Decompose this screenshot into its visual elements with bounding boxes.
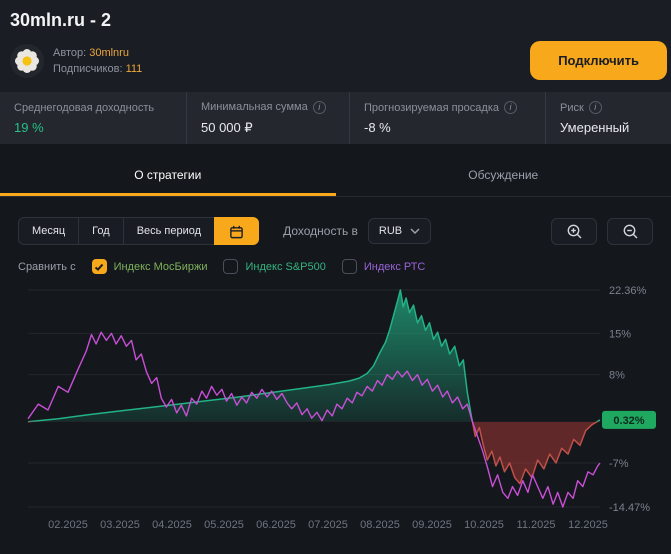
checkbox-moex[interactable] (91, 259, 107, 274)
compare-label: Сравнить с (18, 260, 76, 273)
stat-value: Умеренный (560, 120, 630, 135)
stats-bar: Среднегодовая доходность 19 % Минимальна… (0, 92, 671, 144)
stat-label: Риск (560, 101, 584, 114)
author-block: Автор: 30mlnru Подписчиков: 111 (10, 43, 142, 78)
y-axis-label: -14.47% (609, 502, 650, 514)
author-meta: Автор: 30mlnru Подписчиков: 111 (53, 45, 142, 77)
zoom-controls (551, 217, 653, 245)
x-axis-label: 06.2025 (256, 519, 296, 531)
x-axis-label: 05.2025 (204, 519, 244, 531)
tab-discussion[interactable]: Обсуждение (468, 168, 539, 182)
current-value-badge (602, 410, 656, 429)
compare-rts-label: Индекс РТС (363, 260, 426, 273)
yield-line (27, 289, 601, 422)
connect-button[interactable]: Подключить (530, 41, 667, 80)
header-section: 30mln.ru - 2 (0, 0, 671, 92)
stat-label: Минимальная сумма (201, 101, 308, 113)
zoom-in-button[interactable] (551, 217, 597, 245)
x-axis-label: 12.2025 (568, 519, 608, 531)
x-axis-label: 07.2025 (308, 519, 348, 531)
comparison-line (27, 331, 601, 508)
x-axis-label: 10.2025 (464, 519, 504, 531)
main-section: О стратегии Обсуждение Месяц Год Весь пе… (0, 154, 671, 545)
chart-svg: 22.36% 15% 8% -7% -14.47% 0.32% 02.2025 03.2025… (27, 285, 656, 531)
author-row: Автор: 30mlnru Подписчиков: 111 Подключи… (0, 37, 671, 92)
chevron-down-icon (410, 228, 420, 234)
compare-moex-label: Индекс МосБиржи (113, 260, 208, 273)
x-axis-label: 11.2025 (517, 519, 556, 531)
stat-label: Среднегодовая доходность (14, 101, 155, 114)
info-icon[interactable]: i (588, 101, 602, 114)
zoom-out-icon (623, 224, 637, 238)
tabs: О стратегии Обсуждение (0, 154, 671, 197)
stat-forecast-drawdown: Прогнозируемая просадка i -8 % (349, 92, 545, 144)
stat-label: Прогнозируемая просадка (364, 101, 499, 114)
compare-moex[interactable]: Индекс МосБиржи (91, 259, 208, 274)
stat-value: 50 000 ₽ (201, 119, 253, 135)
stat-value: -8 % (364, 120, 391, 135)
tab-about-strategy[interactable]: О стратегии (0, 154, 336, 196)
chart-controls: Месяц Год Весь период Доходность в RUB (18, 217, 653, 245)
period-calendar-button[interactable] (214, 217, 260, 245)
compare-row: Сравнить с Индекс МосБиржи Индекс S&P500… (18, 259, 653, 274)
period-all-button[interactable]: Весь период (122, 217, 216, 245)
period-month-button[interactable]: Месяц (18, 217, 80, 245)
current-value-label: 0.32% (613, 415, 644, 427)
checkbox-rts[interactable] (341, 259, 357, 274)
y-axis-label: 8% (609, 370, 625, 382)
currency-select[interactable]: RUB (367, 218, 432, 244)
currency-value: RUB (378, 225, 403, 237)
author-label: Автор: (53, 46, 87, 59)
stat-min-amount: Минимальная сумма i 50 000 ₽ (186, 92, 349, 144)
info-icon[interactable]: i (504, 101, 517, 114)
x-axis-label: 08.2025 (360, 519, 400, 531)
yield-area-positive (28, 290, 600, 422)
x-axis-label: 03.2025 (100, 519, 140, 531)
compare-sp500[interactable]: Индекс S&P500 (223, 259, 326, 274)
yield-line-negative (28, 421, 599, 485)
y-axis-label: -7% (609, 458, 629, 470)
subscribers-count: 111 (125, 62, 143, 75)
info-icon[interactable]: i (312, 100, 326, 114)
subscribers-label: Подписчиков: (53, 62, 123, 75)
currency-label: Доходность в (283, 224, 358, 238)
x-axis-label: 04.2025 (152, 519, 192, 531)
author-name[interactable]: 30mlnru (89, 46, 129, 59)
period-selector: Месяц Год Весь период (18, 217, 260, 245)
stat-value: 19 % (14, 119, 44, 135)
x-axis-label: 02.2025 (48, 519, 88, 531)
currency-block: Доходность в RUB (283, 218, 432, 244)
stat-risk: Риск i Умеренный (545, 92, 671, 144)
page-title: 30mln.ru - 2 (10, 10, 112, 30)
avatar (10, 43, 44, 78)
compare-sp500-label: Индекс S&P500 (245, 260, 326, 273)
daisy-avatar-icon (10, 43, 44, 78)
check-icon (94, 263, 104, 271)
y-axis-label: 22.36% (609, 285, 647, 297)
compare-rts[interactable]: Индекс РТС (341, 259, 426, 274)
x-axis-label: 09.2025 (412, 519, 452, 531)
calendar-icon (230, 225, 243, 238)
checkbox-sp500[interactable] (223, 259, 239, 274)
period-year-button[interactable]: Год (78, 217, 124, 245)
zoom-in-icon (567, 224, 581, 238)
zoom-out-button[interactable] (607, 217, 653, 245)
performance-chart: 22.36% 15% 8% -7% -14.47% 0.32% 02.2025 03.2025… (0, 282, 671, 545)
stat-annual-yield: Среднегодовая доходность 19 % (0, 92, 186, 144)
y-axis-label: 15% (609, 328, 631, 340)
